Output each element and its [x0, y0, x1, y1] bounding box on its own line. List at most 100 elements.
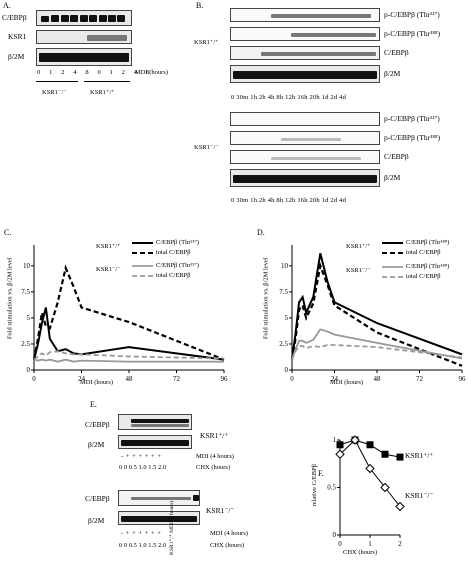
- panel-a-group-wt: KSR1⁺/⁺: [90, 89, 115, 96]
- panel-e-ko-label: KSR1⁻/⁻: [206, 506, 235, 515]
- panel-f-label: F.: [318, 469, 324, 478]
- panel-b-row-thr188: p-C/EBPβ (Thr¹⁸⁸): [384, 29, 441, 38]
- panel-a-label: A.: [3, 1, 11, 10]
- panel-e-row-b2m-ko: β/2M: [88, 516, 105, 525]
- data-point: [350, 435, 360, 445]
- series-line: [290, 261, 463, 367]
- x-tick-label: 0: [338, 540, 342, 548]
- series-line: [339, 439, 401, 507]
- panel-e-mdi-label-ko: MDI (4 hours): [210, 530, 248, 537]
- panel-d-legend-total-ko: total C/EBPβ: [406, 273, 441, 280]
- panel-b-row-ko-cebpb: C/EBPβ: [384, 152, 409, 161]
- y-tick-label: 0.5: [327, 484, 336, 492]
- data-point: [365, 463, 375, 474]
- panel-b-group-wt: KSR1⁺/⁺: [194, 39, 219, 46]
- panel-b-row-thr217: p-C/EBPβ (Thr²¹⁷): [384, 10, 440, 19]
- panel-e-chx-row-wt: 0 0 0.5 1.0 1.5 2.0: [119, 464, 167, 471]
- panel-e-mdi-row-wt: - + + + + + +: [121, 453, 162, 460]
- x-tick-label: 96: [221, 375, 229, 383]
- panel-b-blot-wt-cebpb: [230, 46, 380, 60]
- panel-e-row-cebpb-ko: C/EBPβ: [85, 494, 110, 503]
- series-line: [291, 328, 463, 360]
- panel-b-row-b2m: β/2M: [384, 69, 401, 78]
- y-tick-label: 5: [285, 314, 289, 322]
- panel-d-legend-total-wt: total C/EBPβ: [406, 249, 441, 256]
- panel-f-xlabel: CHX (hours): [343, 549, 378, 556]
- x-tick-label: 24: [78, 375, 86, 383]
- panel-d-xlabel: MDI (hours): [330, 379, 364, 386]
- data-point: [336, 441, 344, 449]
- panel-a-lanes: 0 1 2 4 8 0 1 2 4 8: [37, 69, 153, 76]
- data-point: [395, 501, 405, 512]
- panel-d-legend-p-ko: C/EBPβ (Thr¹⁸⁸): [406, 263, 450, 270]
- x-tick-label: 48: [374, 375, 382, 383]
- panel-b-group-ko: KSR1⁻/⁻: [194, 144, 219, 151]
- panel-e-label: E.: [90, 400, 97, 409]
- series-line: [33, 350, 225, 361]
- panel-a-row-cebpb: C/EBPβ: [2, 13, 27, 22]
- panel-d-legend-wt: KSR1⁺/⁺: [346, 243, 371, 250]
- panel-a-blot-cebpb: [36, 10, 132, 26]
- panel-e-mdi-label-wt: MDI (4 hours): [196, 453, 234, 460]
- panel-b-blot-wt-b2m: [230, 65, 380, 83]
- data-point: [396, 453, 404, 461]
- panel-b-blot-wt-thr217: [230, 8, 380, 22]
- panel-e-chx-label-ko: CHX (hours): [210, 542, 245, 549]
- y-tick-label: 10: [23, 262, 31, 270]
- panel-b-row-ko-b2m: β/2M: [384, 173, 401, 182]
- y-tick-label: 7.5: [279, 288, 288, 296]
- panel-e-blot-b2m-wt: [118, 435, 192, 449]
- x-tick-label: 2: [398, 540, 402, 548]
- x-tick-label: 0: [290, 375, 294, 383]
- series-line: [291, 253, 463, 360]
- panel-a-row-b2m: β/2M: [8, 52, 25, 61]
- panel-e-blot-b2m-ko: [118, 511, 200, 525]
- panel-a-unit: MDI (hours): [135, 69, 169, 76]
- panel-b-lanes-ko: 0 30m 1h 2h 4h 8h 12h 16h 20h 1d 2d 4d: [231, 197, 347, 204]
- data-point: [380, 482, 390, 493]
- panel-d-legend-p-wt: C/EBPβ (Thr¹⁸⁸): [406, 239, 450, 246]
- panel-c-legend-p-wt: C/EBPβ (Thr²¹⁷): [156, 239, 199, 246]
- y-tick-label: 2.5: [21, 340, 30, 348]
- panel-a-group-ko: KSR1⁻/⁻: [42, 89, 67, 96]
- y-tick-label: 7.5: [21, 288, 30, 296]
- panel-a-blot-ksr1: [36, 30, 132, 44]
- x-tick-label: 24: [331, 375, 339, 383]
- y-tick-label: 0: [285, 366, 289, 374]
- panel-e-row-b2m-wt: β/2M: [88, 440, 105, 449]
- panel-b-blot-ko-thr217: [230, 112, 380, 126]
- panel-f-ko-label: KSR1⁻/⁻: [405, 491, 434, 500]
- panel-b-row-ko-thr217: p-C/EBPβ (Thr²¹⁷): [384, 114, 440, 123]
- panel-b-blot-wt-thr188: [230, 27, 380, 41]
- panel-e-wt-label: KSR1⁺/⁺: [200, 431, 229, 440]
- x-tick-label: 48: [126, 375, 134, 383]
- y-tick-label: 5: [27, 314, 31, 322]
- x-tick-label: 0: [32, 375, 36, 383]
- panel-c-legend-p-ko: C/EBPβ (Thr²¹⁷): [156, 262, 199, 269]
- y-tick-label: 2.5: [279, 340, 288, 348]
- panel-e-blot-cebpb-wt: [118, 414, 192, 430]
- panel-a-row-ksr1: KSR1: [8, 32, 27, 41]
- panel-b-row-ko-thr188: p-C/EBPβ (Thr¹⁸⁸): [384, 133, 441, 142]
- panel-a-blot-b2m: [36, 48, 132, 66]
- panel-f-wt-label: KSR1⁺/⁺: [405, 451, 434, 460]
- panel-b-blot-ko-b2m: [230, 169, 380, 187]
- panel-c-legend-ko: KSR1⁻/⁻: [96, 266, 121, 273]
- panel-b-blot-ko-cebpb: [230, 150, 380, 164]
- x-tick-label: 72: [416, 375, 424, 383]
- panel-c-legend-total-ko: total C/EBPβ: [156, 272, 191, 279]
- y-tick-label: 10: [281, 262, 289, 270]
- panel-c-legend-total-wt: total C/EBPβ: [156, 249, 191, 256]
- panel-e-chx-label-wt: CHX (hours): [196, 464, 231, 471]
- panel-b-row-cebpb: C/EBPβ: [384, 48, 409, 57]
- panel-c-xlabel: MDI (hours): [80, 379, 114, 386]
- x-tick-label: 1: [368, 540, 372, 548]
- panel-d-label: D.: [257, 228, 265, 237]
- x-tick-label: 72: [173, 375, 181, 383]
- panel-e-row-cebpb-wt: C/EBPβ: [85, 420, 110, 429]
- x-tick-label: 96: [459, 375, 467, 383]
- series-line: [32, 264, 225, 361]
